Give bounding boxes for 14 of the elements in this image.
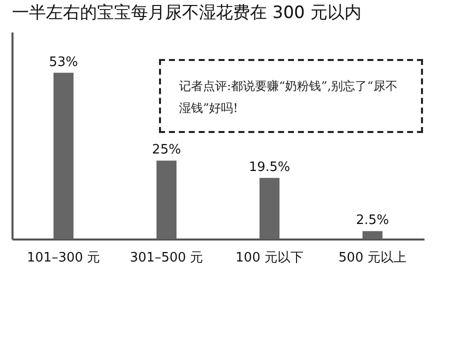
chart-title: 一半左右的宝宝每月尿不湿花费在 300 元以内	[12, 3, 362, 23]
data-label: 2.5%	[356, 213, 390, 228]
x-tick-label: 301–500 元	[130, 250, 204, 266]
data-label: 25%	[152, 142, 181, 158]
bar	[362, 231, 382, 239]
annotation: 记者点评:都说要赚“奶粉钱”,别忘了“尿不湿钱”好吗!	[159, 59, 423, 133]
bar	[260, 178, 280, 239]
x-tick-label: 100 元以下	[236, 250, 304, 266]
data-label: 53%	[49, 54, 78, 70]
x-tick-label: 101–300 元	[26, 250, 100, 266]
data-label: 19.5%	[248, 160, 290, 175]
bar	[156, 160, 176, 239]
bar	[54, 72, 74, 239]
x-tick-label: 500 元以上	[338, 250, 406, 266]
